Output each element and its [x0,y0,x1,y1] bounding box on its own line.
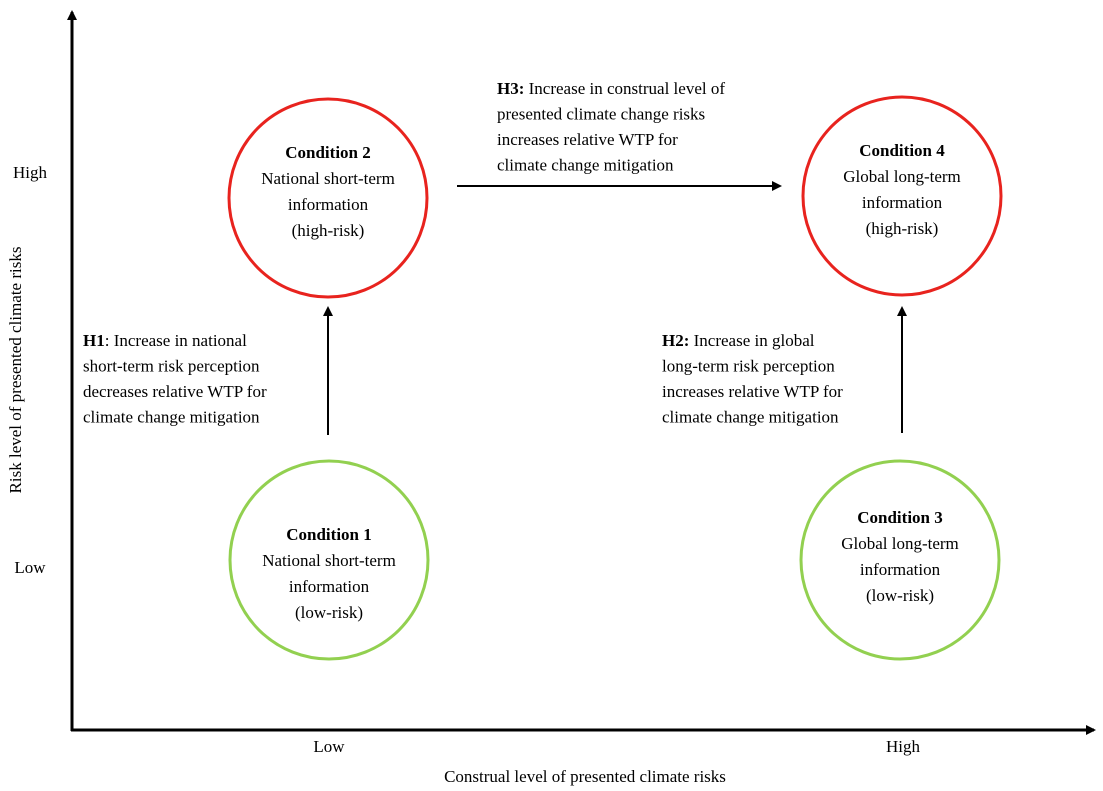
condition-line: information [862,193,943,212]
x-axis-label: Construal level of presented climate ris… [444,767,726,786]
hypothesis-line: long-term risk perception [662,357,835,376]
x-tick-label: Low [313,737,345,756]
condition-title: Condition 3 [857,508,943,527]
condition-line: National short-term [261,169,395,188]
hypothesis: H2: Increase in global long-term risk per… [662,331,843,427]
condition-label: Condition 2 National short-term informatio… [261,143,395,240]
condition-title: Condition 1 [286,525,372,544]
hypothesis-label: H3: [497,79,524,98]
hypothesis-line: presented climate change risks [497,105,705,124]
condition-circle [801,95,1003,297]
condition-line: (low-risk) [866,586,934,605]
condition-label: Condition 3 Global long-term information (l… [841,508,959,605]
hypothesis-line: climate change mitigation [497,156,674,175]
condition-circle [227,97,429,299]
hypothesis-line: short-term risk perception [83,357,260,376]
hypothesis-line: climate change mitigation [662,408,839,427]
condition-line: (high-risk) [292,221,365,240]
condition-title: Condition 2 [285,143,371,162]
condition-label: Condition 1 National short-term informatio… [262,525,396,622]
condition-line: (high-risk) [866,219,939,238]
condition-line: information [289,577,370,596]
y-axis-label: Risk level of presented climate risks [6,247,25,494]
hypothesis-label: H2: [662,331,689,350]
hypothesis-line: Increase in construal level of [524,79,725,98]
hypothesis: H1: Increase in national short-term risk … [83,331,267,427]
hypothesis-line: climate change mitigation [83,408,260,427]
condition-title: Condition 4 [859,141,945,160]
hypothesis-label: H1 [83,331,105,350]
condition-line: National short-term [262,551,396,570]
hypothesis-line: increases relative WTP for [662,382,843,401]
condition-line: information [860,560,941,579]
condition-circle [228,459,430,661]
hypothesis-line: Increase in global [689,331,814,350]
x-tick-label: High [886,737,921,756]
y-tick-label: Low [14,558,46,577]
condition-circle [799,459,1001,661]
condition-line: Global long-term [841,534,959,553]
hypothesis-line: increases relative WTP for [497,130,678,149]
hypothesis-line: : Increase in national [105,331,247,350]
condition-line: (low-risk) [295,603,363,622]
condition-label: Condition 4 Global long-term information (h… [843,141,961,238]
y-tick-label: High [13,163,48,182]
hypothesis-line: decreases relative WTP for [83,382,267,401]
hypothesis: H3: Increase in construal level of presen… [497,79,725,175]
condition-line: Global long-term [843,167,961,186]
condition-line: information [288,195,369,214]
